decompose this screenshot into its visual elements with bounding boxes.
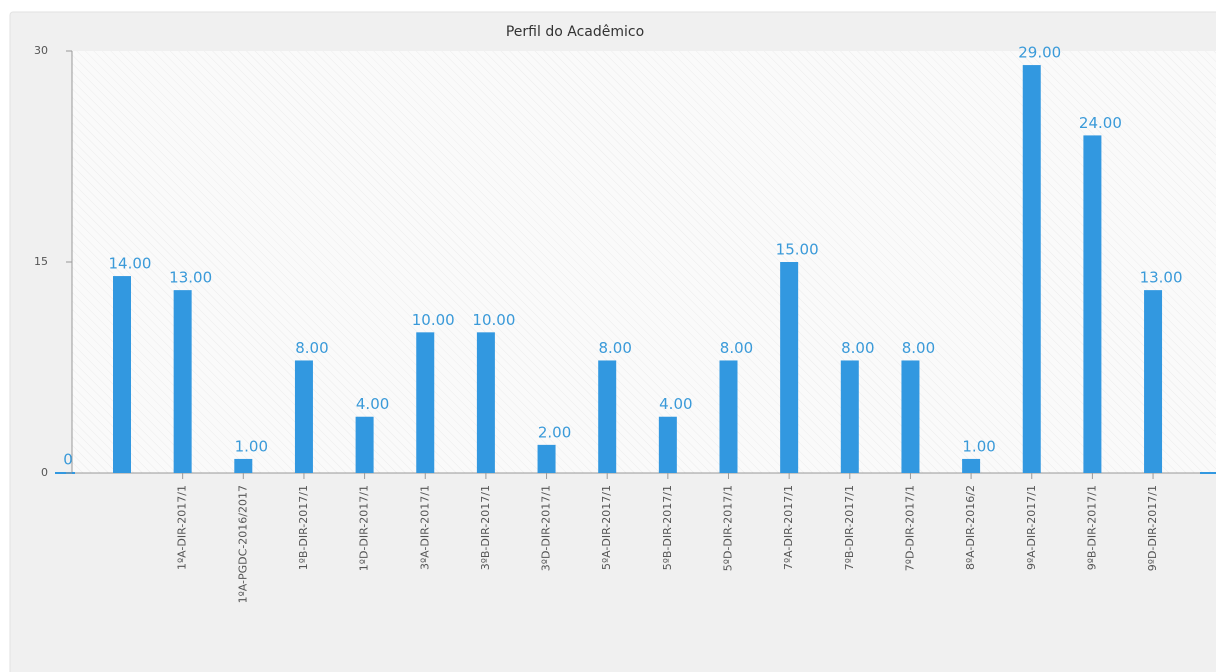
value-label: 29.00 [1018, 44, 1061, 62]
value-label: 8.00 [902, 339, 935, 357]
annotation: 0 [63, 451, 73, 469]
bar [1144, 290, 1163, 473]
bar [416, 332, 435, 473]
x-tick-label: 7ºA-DIR-2017/1 [782, 485, 795, 570]
bar [901, 360, 920, 473]
x-tick-label: 1ºA-DIR-2017/1 [176, 485, 189, 570]
value-label: 10.00 [472, 311, 515, 329]
x-tick-label: 3ºD-DIR-2017/1 [540, 485, 553, 571]
y-tick-label: 15 [34, 255, 48, 268]
chart-title: Perfil do Acadêmico [506, 24, 644, 40]
bar [598, 360, 617, 473]
x-tick-label: 9ºD-DIR-2017/1 [1146, 485, 1159, 571]
x-tick-label: 5ºB-DIR-2017/1 [661, 485, 674, 570]
value-label: 4.00 [659, 395, 692, 413]
x-tick-label: 1ºD-DIR-2017/1 [358, 485, 371, 571]
value-label: 1.00 [235, 437, 268, 455]
x-tick-label: 1ºA-PGDC-2016/2017 [236, 485, 249, 603]
bar [173, 290, 192, 473]
bar [537, 444, 556, 473]
value-label: 13.00 [169, 269, 212, 287]
x-tick-label: 5ºD-DIR-2017/1 [722, 485, 735, 571]
bar [1022, 65, 1041, 474]
bar [113, 276, 131, 473]
bar [780, 262, 799, 473]
value-label: 8.00 [295, 339, 328, 357]
x-tick-label: 9ºA-DIR-2017/1 [1025, 485, 1038, 570]
value-label: 8.00 [720, 339, 753, 357]
value-label: 8.00 [598, 339, 631, 357]
bar [1083, 135, 1102, 473]
value-label: 2.00 [538, 423, 571, 441]
bar [658, 416, 677, 473]
bar [840, 360, 859, 473]
value-label: 24.00 [1079, 114, 1122, 132]
bar [962, 458, 981, 473]
value-label: 8.00 [841, 339, 874, 357]
bar [476, 332, 495, 473]
value-label: 1.00 [962, 437, 995, 455]
value-label: 14.00 [109, 255, 152, 273]
value-label: 10.00 [412, 311, 455, 329]
bar [234, 458, 253, 473]
x-tick-label: 8ºA-DIR-2016/2 [964, 485, 977, 570]
x-tick-label: 1ºB-DIR-2017/1 [297, 485, 310, 570]
x-tick-label: 5ºA-DIR-2017/1 [600, 485, 613, 570]
x-tick-label: 7ºB-DIR-2017/1 [843, 485, 856, 570]
x-tick-label: 9ºB-DIR-2017/1 [1085, 485, 1098, 570]
plot-area [72, 51, 1216, 473]
bar [355, 416, 374, 473]
y-tick-label: 30 [34, 44, 48, 57]
bar [294, 360, 313, 473]
x-tick-label: 3ºB-DIR-2017/1 [479, 485, 492, 570]
value-label: 13.00 [1140, 269, 1183, 287]
value-label: 4.00 [356, 395, 389, 413]
value-label: 15.00 [776, 241, 819, 259]
x-tick-label: 7ºD-DIR-2017/1 [903, 485, 916, 571]
y-tick-label: 0 [41, 466, 48, 479]
bar [719, 360, 738, 473]
x-tick-label: 3ºA-DIR-2017/1 [418, 485, 431, 570]
